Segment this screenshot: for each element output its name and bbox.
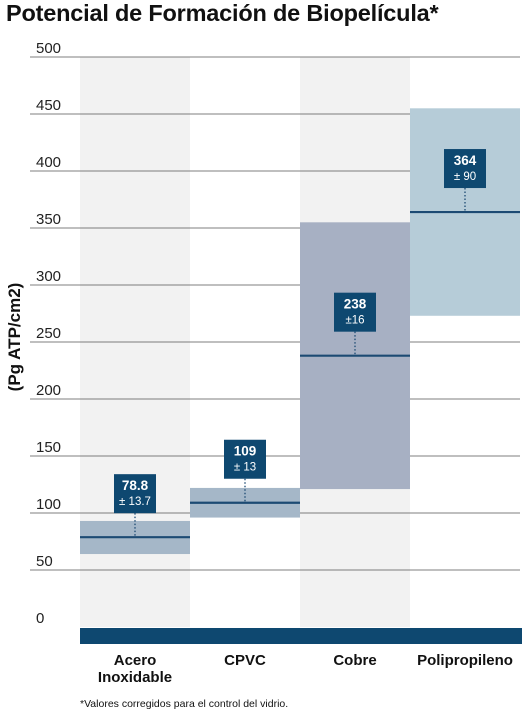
- category-label: Polipropileno: [417, 652, 513, 669]
- value-label: 364: [454, 153, 477, 168]
- category-label: CPVC: [224, 652, 266, 669]
- chart-title: Potencial de Formación de Biopelícula*: [6, 0, 439, 26]
- y-tick-label: 400: [36, 154, 61, 171]
- value-label: 238: [344, 297, 367, 312]
- y-tick-label: 100: [36, 496, 61, 513]
- mean-lines: [80, 210, 520, 539]
- y-tick-labels: 0 50 100 150 200 250 300 350 400 450 500: [36, 40, 61, 627]
- y-tick-label: 500: [36, 40, 61, 57]
- base-bar: [80, 628, 522, 644]
- y-axis-label: (Pg ATP/cm2): [5, 283, 24, 392]
- y-tick-label: 150: [36, 439, 61, 456]
- category-label: Inoxidable: [98, 669, 172, 686]
- value-label-box: [444, 149, 486, 189]
- error-label: ± 13: [234, 462, 256, 474]
- y-tick-label: 50: [36, 553, 53, 570]
- value-label: 78.8: [122, 478, 149, 493]
- value-labels: 78.8 ± 13.7 109 ± 13 238 ±16 364 ± 90: [114, 149, 486, 538]
- error-label: ±16: [345, 315, 364, 327]
- error-label: ± 90: [454, 171, 476, 183]
- value-label-box: [114, 474, 156, 514]
- value-label: 109: [234, 444, 257, 459]
- value-label-box: [334, 292, 376, 332]
- y-tick-label: 250: [36, 325, 61, 342]
- error-label: ± 13.7: [119, 496, 151, 508]
- y-tick-label: 450: [36, 97, 61, 114]
- grid-lines: [30, 56, 520, 571]
- y-tick-label: 300: [36, 268, 61, 285]
- y-tick-label: 200: [36, 382, 61, 399]
- footnote: *Valores corregidos para el control del …: [80, 698, 289, 710]
- category-label: Acero: [114, 652, 157, 669]
- y-tick-label: 350: [36, 211, 61, 228]
- category-label: Cobre: [333, 652, 376, 669]
- y-tick-label: 0: [36, 610, 44, 627]
- value-label-box: [224, 439, 266, 479]
